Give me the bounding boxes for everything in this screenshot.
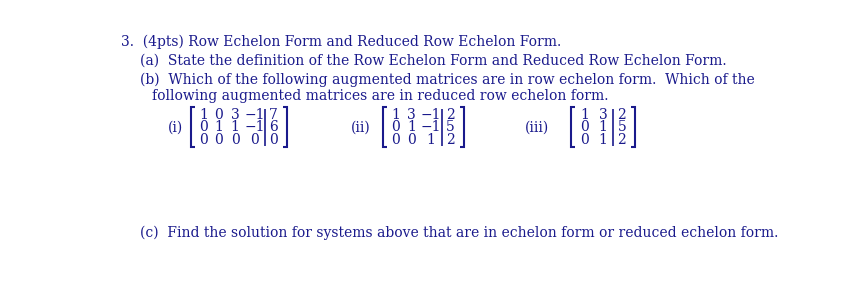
Text: 1: 1	[598, 120, 607, 134]
Text: 0: 0	[391, 133, 399, 147]
Text: −1: −1	[244, 108, 264, 122]
Text: 2: 2	[446, 108, 454, 122]
Text: following augmented matrices are in reduced row echelon form.: following augmented matrices are in redu…	[152, 89, 608, 103]
Text: 0: 0	[269, 133, 278, 147]
Text: 2: 2	[617, 108, 625, 122]
Text: 0: 0	[214, 133, 223, 147]
Text: 1: 1	[391, 108, 399, 122]
Text: 1: 1	[426, 133, 435, 147]
Text: 1: 1	[198, 108, 208, 122]
Text: 7: 7	[269, 108, 278, 122]
Text: 0: 0	[198, 120, 208, 134]
Text: 3: 3	[598, 108, 607, 122]
Text: 0: 0	[580, 133, 588, 147]
Text: 0: 0	[230, 133, 239, 147]
Text: (c)  Find the solution for systems above that are in echelon form or reduced ech: (c) Find the solution for systems above …	[140, 225, 778, 240]
Text: 6: 6	[269, 120, 278, 134]
Text: 3: 3	[407, 108, 415, 122]
Text: 1: 1	[580, 108, 588, 122]
Text: (iii): (iii)	[524, 120, 549, 134]
Text: (ii): (ii)	[350, 120, 371, 134]
Text: 2: 2	[617, 133, 625, 147]
Text: −1: −1	[420, 108, 441, 122]
Text: 1: 1	[230, 120, 239, 134]
Text: −1: −1	[244, 120, 264, 134]
Text: −1: −1	[420, 120, 441, 134]
Text: 3.  (4pts) Row Echelon Form and Reduced Row Echelon Form.: 3. (4pts) Row Echelon Form and Reduced R…	[121, 34, 560, 49]
Text: 0: 0	[198, 133, 208, 147]
Text: 0: 0	[407, 133, 415, 147]
Text: 1: 1	[598, 133, 607, 147]
Text: 1: 1	[214, 120, 223, 134]
Text: 2: 2	[446, 133, 454, 147]
Text: 1: 1	[407, 120, 416, 134]
Text: 0: 0	[250, 133, 258, 147]
Text: 5: 5	[617, 120, 625, 134]
Text: (b)  Which of the following augmented matrices are in row echelon form.  Which o: (b) Which of the following augmented mat…	[140, 73, 755, 87]
Text: 0: 0	[580, 120, 588, 134]
Text: 0: 0	[391, 120, 399, 134]
Text: 5: 5	[446, 120, 454, 134]
Text: 0: 0	[214, 108, 223, 122]
Text: (i): (i)	[168, 120, 183, 134]
Text: (a)  State the definition of the Row Echelon Form and Reduced Row Echelon Form.: (a) State the definition of the Row Eche…	[140, 53, 727, 67]
Text: 3: 3	[230, 108, 239, 122]
